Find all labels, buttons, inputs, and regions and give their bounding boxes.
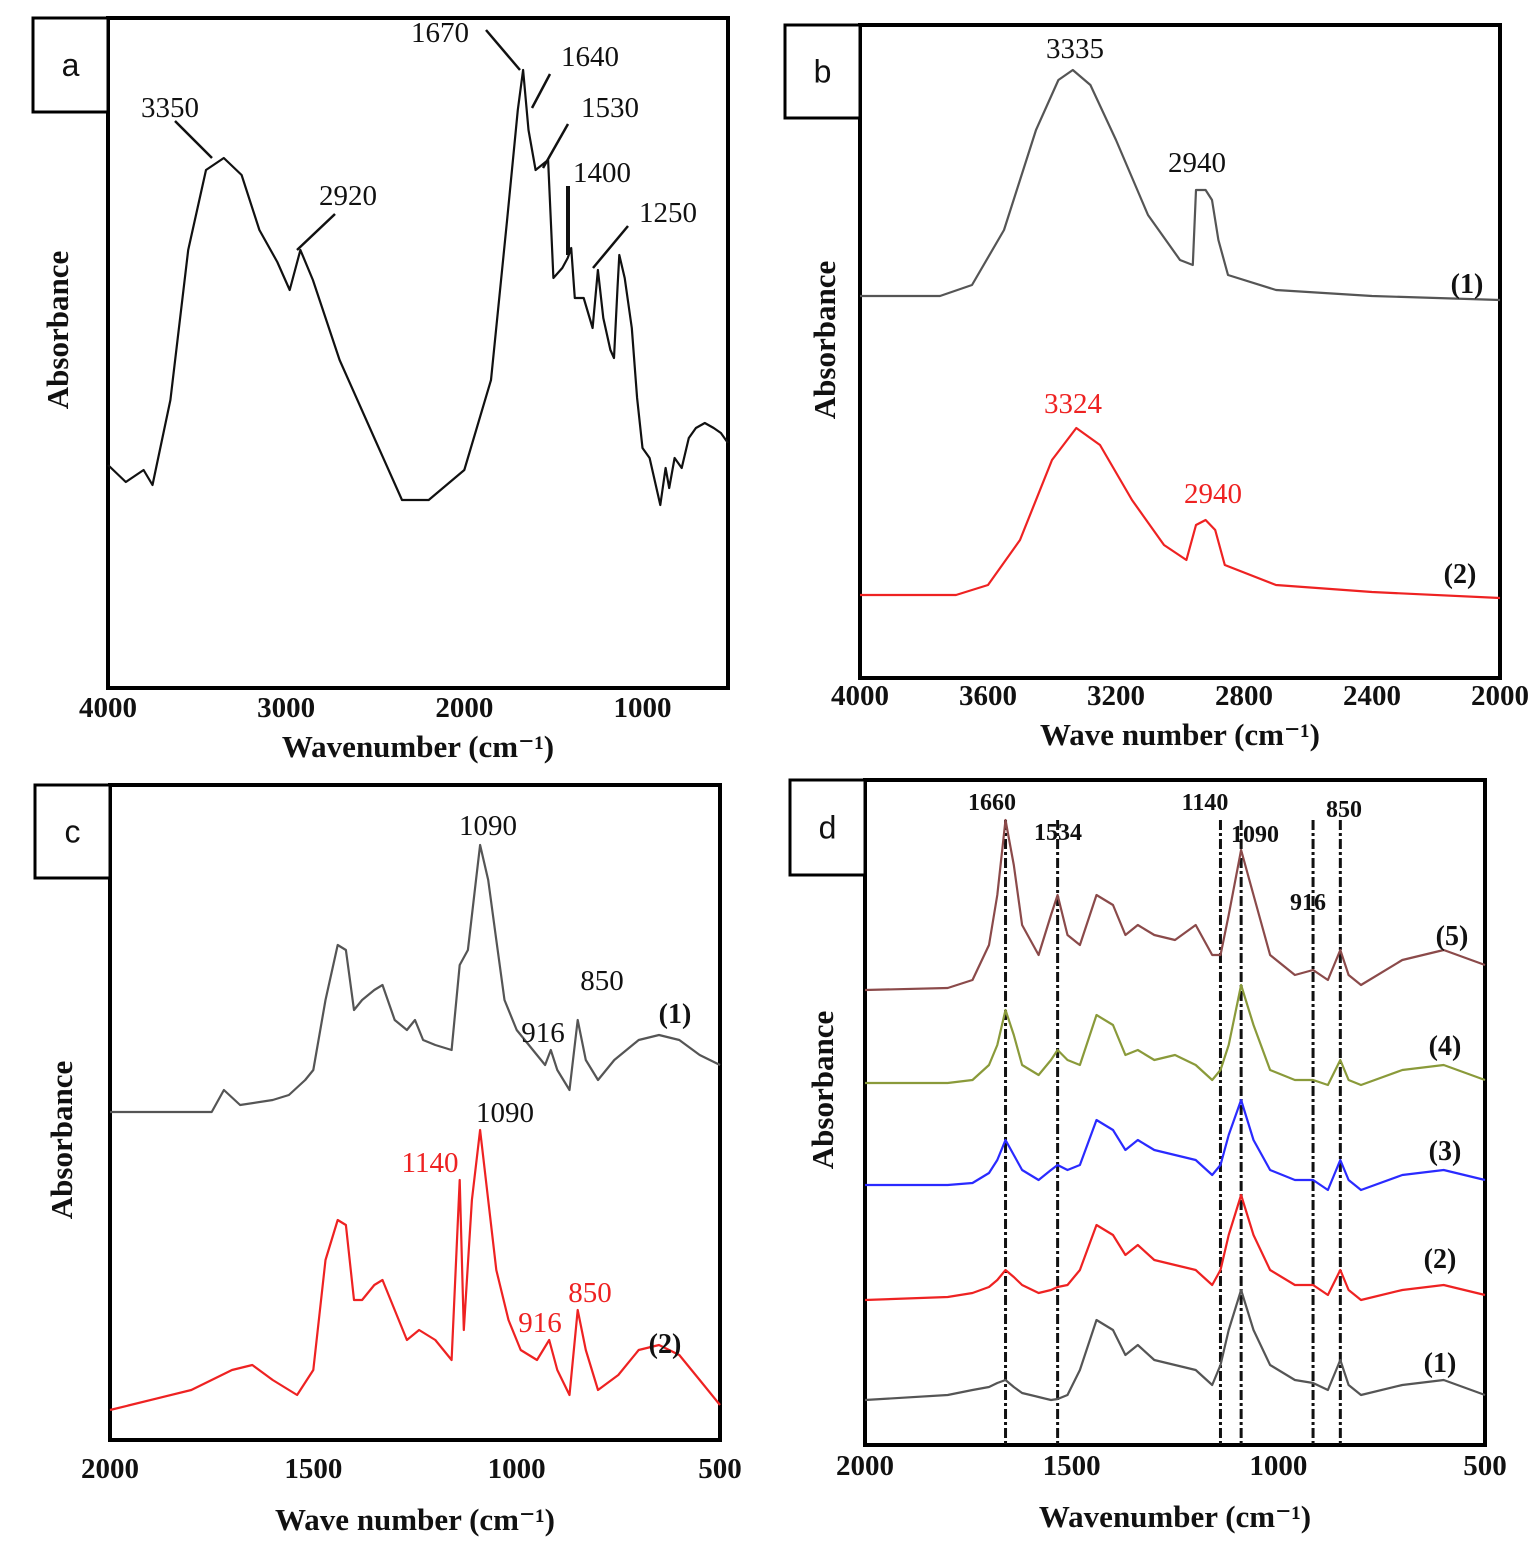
x-axis-title: Wavenumber (cm⁻¹)	[1039, 1499, 1311, 1534]
x-tick-label: 500	[698, 1453, 742, 1485]
panel-c: c (1) (2) 2000 1500 1000 500 Wave number (cm⁻¹)…	[33, 783, 742, 1537]
x-tick-label: 2800	[1215, 680, 1273, 712]
x-tick-label: 1500	[1043, 1450, 1101, 1482]
peak-annotation: 916	[518, 1307, 562, 1339]
series-label: (4)	[1429, 1031, 1462, 1062]
peak-annotation: 1530	[581, 92, 639, 124]
plot-frame	[106, 16, 730, 690]
x-tick-label: 1500	[284, 1453, 342, 1485]
x-tick-label: 1000	[613, 692, 671, 724]
x-tick-label: 1000	[1249, 1450, 1307, 1482]
panel-label-box	[788, 778, 867, 877]
series-label: (1)	[1424, 1348, 1457, 1379]
x-axis-title: Wave number (cm⁻¹)	[275, 1502, 555, 1537]
peak-annotation: 850	[580, 965, 624, 997]
peak-annotation: 3335	[1046, 33, 1104, 65]
peak-annotation: 850	[568, 1277, 612, 1309]
x-tick-label: 3200	[1087, 680, 1145, 712]
peak-annotation: 1660	[968, 790, 1016, 816]
peak-annotation: 1090	[459, 810, 517, 842]
peak-annotation: 1090	[1231, 822, 1279, 848]
x-axis-title: Wave number (cm⁻¹)	[1040, 717, 1320, 752]
y-axis-title: Absorbance	[805, 1011, 840, 1169]
panel-label: c	[65, 814, 81, 850]
x-tick-label: 2000	[81, 1453, 139, 1485]
series-label: (1)	[1451, 269, 1484, 300]
y-axis-title: Absorbance	[40, 251, 75, 409]
peak-annotation: 2940	[1168, 147, 1226, 179]
x-tick-label: 2000	[1471, 680, 1529, 712]
series-line-2	[860, 426, 1501, 600]
series-label: (3)	[1429, 1136, 1462, 1167]
series-label: (2)	[1424, 1244, 1457, 1275]
peak-annotation: 3324	[1044, 388, 1103, 420]
x-axis-title: Wavenumber (cm⁻¹)	[282, 729, 554, 764]
annotation-leader-line	[485, 29, 521, 71]
annotation-leader-line	[174, 120, 213, 159]
series-line-1	[864, 818, 1486, 992]
series-label: (1)	[659, 999, 692, 1030]
peak-annotation: 850	[1326, 797, 1362, 823]
annotation-leader-line	[541, 123, 570, 169]
peak-annotation: 2920	[319, 180, 377, 212]
series-label: (2)	[1444, 559, 1477, 590]
peak-annotation: 1534	[1034, 820, 1082, 846]
peak-annotation: 916	[521, 1017, 565, 1049]
panel-b: b (1) (2) 4000 3600 3200 2800 2400 2000 Wave numb…	[783, 23, 1529, 752]
panel-a: a 4000 3000 2000 1000 Wavenumber (cm⁻¹) Absorb…	[31, 16, 730, 764]
series-line-4	[864, 1193, 1486, 1302]
peak-annotation: 1090	[476, 1097, 534, 1129]
panel-d: d (5) (4) (3) (2) (1) 2000 1500 1000 500 Wavenumbe…	[788, 778, 1507, 1534]
annotation-leader-line	[530, 73, 552, 109]
x-tick-label: 3600	[959, 680, 1017, 712]
peak-annotation: 1140	[402, 1147, 459, 1179]
peak-annotation: 1670	[411, 17, 469, 49]
panel-label: b	[814, 54, 832, 90]
series-line-2	[109, 1128, 721, 1412]
series-line-2	[865, 983, 1486, 1087]
peak-annotation: 916	[1290, 890, 1326, 916]
series-line-1	[860, 68, 1501, 302]
x-tick-label: 2000	[435, 692, 493, 724]
series-line-3	[865, 1098, 1486, 1192]
peak-annotation: 2940	[1184, 478, 1242, 510]
y-axis-title: Absorbance	[44, 1061, 79, 1219]
x-tick-label: 3000	[257, 692, 315, 724]
panel-label: d	[819, 810, 837, 846]
y-axis-title: Absorbance	[807, 261, 842, 419]
series-line-1	[110, 843, 721, 1114]
panel-label-box	[31, 16, 110, 114]
panel-label-box	[33, 783, 112, 880]
peak-annotation: 1400	[573, 157, 631, 189]
panel-label: a	[62, 47, 80, 83]
x-tick-label: 1000	[488, 1453, 546, 1485]
peak-annotation: 1250	[639, 197, 697, 229]
series-line-5	[864, 1288, 1486, 1402]
x-tick-label: 2400	[1343, 680, 1401, 712]
series-line-1	[107, 68, 729, 507]
annotation-leader-line	[592, 225, 629, 269]
series-label: (2)	[649, 1329, 682, 1360]
x-tick-label: 4000	[79, 692, 137, 724]
x-tick-label: 500	[1463, 1450, 1507, 1482]
peak-annotation: 3350	[141, 92, 199, 124]
x-tick-label: 4000	[831, 680, 889, 712]
series-label: (5)	[1436, 921, 1469, 952]
peak-annotation: 1640	[561, 41, 619, 73]
plot-frame	[863, 778, 1487, 1447]
x-tick-label: 2000	[836, 1450, 894, 1482]
plot-frame	[858, 23, 1502, 680]
annotation-leader-line	[296, 213, 336, 251]
peak-annotation: 1140	[1182, 790, 1229, 816]
panel-label-box	[783, 23, 862, 120]
